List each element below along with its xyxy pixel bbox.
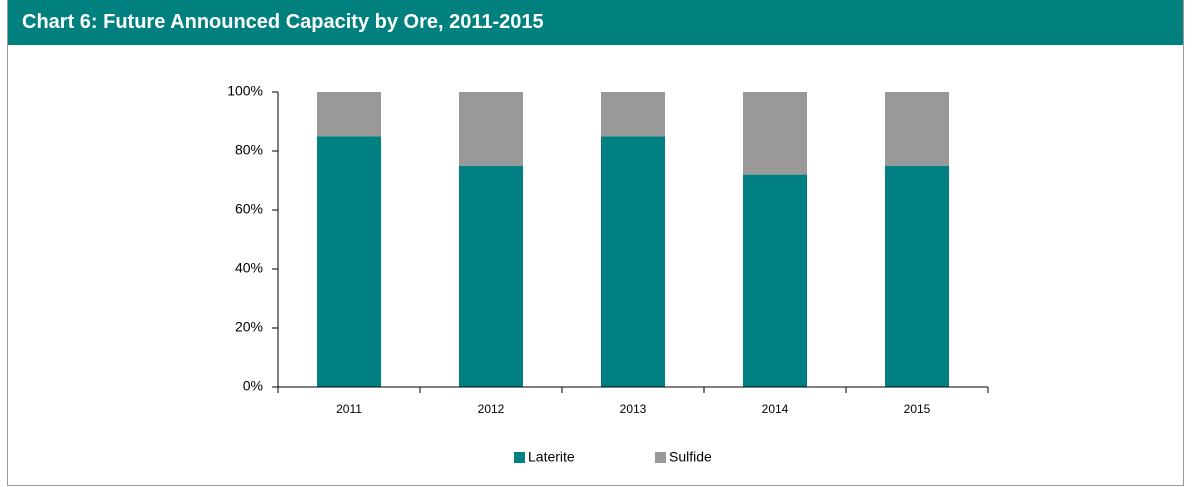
bar <box>459 165 523 387</box>
legend-swatch <box>514 452 525 463</box>
y-tick-label: 20% <box>235 319 263 335</box>
legend-label: Laterite <box>528 449 575 465</box>
bar <box>743 174 807 387</box>
bar <box>317 136 381 387</box>
x-tick-label: 2012 <box>478 402 505 416</box>
legend-swatch <box>655 452 666 463</box>
bar <box>743 92 807 175</box>
y-tick-label: 40% <box>235 260 263 276</box>
chart-frame: Chart 6: Future Announced Capacity by Or… <box>7 0 1184 486</box>
legend-label: Sulfide <box>669 449 712 465</box>
x-tick-label: 2015 <box>904 402 931 416</box>
bar <box>601 136 665 387</box>
y-tick-label: 60% <box>235 201 263 217</box>
chart-title: Chart 6: Future Announced Capacity by Or… <box>22 11 544 33</box>
x-tick-label: 2011 <box>336 402 362 416</box>
x-tick-label: 2013 <box>620 402 647 416</box>
bar <box>459 92 523 166</box>
y-tick-label: 80% <box>235 142 263 158</box>
x-tick-label: 2014 <box>762 402 789 416</box>
y-tick-label: 0% <box>243 378 263 394</box>
bar <box>601 92 665 137</box>
bar <box>317 92 381 137</box>
bar <box>885 165 949 387</box>
bar <box>885 92 949 166</box>
header-bar: Chart 6: Future Announced Capacity by Or… <box>8 0 1183 45</box>
y-tick-label: 100% <box>227 83 263 99</box>
